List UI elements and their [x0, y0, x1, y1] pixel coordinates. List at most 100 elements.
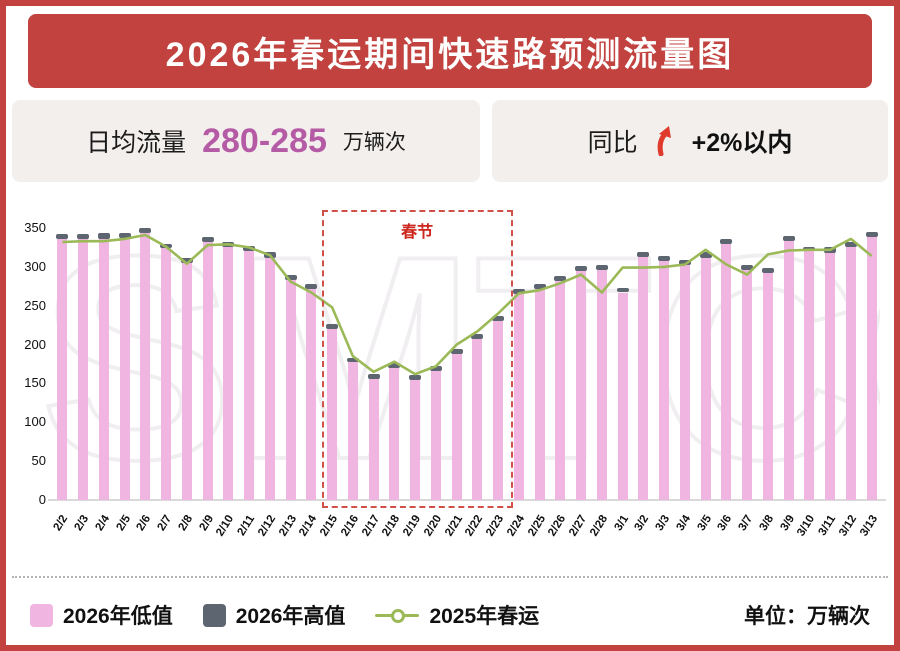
cap-2026-high-3/7	[741, 264, 754, 270]
cap-2026-high-2/18	[388, 363, 401, 368]
bar-2026-low-2/19	[410, 379, 421, 500]
bar-2026-low-2/23	[493, 321, 504, 500]
bar-2026-low-2/8	[181, 262, 192, 500]
cap-2026-high-3/9	[782, 235, 795, 242]
cap-2026-high-3/6	[720, 238, 733, 245]
bar-2026-low-2/26	[555, 280, 566, 500]
cap-2026-high-2/2	[56, 234, 69, 239]
bar-2026-low-3/12	[845, 247, 856, 500]
y-axis-tick-250: 250	[24, 297, 46, 313]
bar-2026-low-3/11	[825, 252, 836, 500]
cap-2026-high-3/4	[678, 259, 691, 266]
bar-2026-low-2/28	[596, 269, 607, 500]
bar-2026-low-3/2	[638, 256, 649, 500]
cap-2026-high-2/7	[160, 243, 173, 249]
y-axis-tick-150: 150	[24, 375, 46, 391]
y-axis-tick-300: 300	[24, 258, 46, 274]
cap-2026-high-3/13	[865, 231, 878, 237]
cap-2026-high-2/22	[471, 333, 484, 340]
cap-2026-high-2/13	[284, 275, 297, 281]
traffic-forecast-chart: SMTCC 0501001502002503003502/22/32/42/52…	[0, 183, 900, 568]
bar-2026-low-3/3	[659, 260, 670, 500]
cap-2026-high-2/25	[533, 283, 546, 290]
bar-2026-low-3/5	[700, 257, 711, 500]
legend: 2026年低值 2026年高值 2025年春运 单位：万辆次	[0, 592, 900, 638]
cap-2026-high-2/28	[595, 265, 608, 270]
cap-2026-high-2/27	[575, 266, 588, 271]
bar-2026-low-2/7	[161, 248, 172, 500]
daily-flow-value: 280-285	[202, 121, 327, 160]
bar-2026-low-3/1	[617, 292, 628, 500]
legend-item-2025-line: 2025年春运	[375, 600, 539, 630]
yoy-label: 同比	[587, 129, 638, 157]
y-axis-tick-50: 50	[31, 453, 46, 469]
cap-2026-high-3/2	[637, 252, 650, 257]
bar-2026-low-2/11	[244, 251, 255, 500]
cap-2026-high-3/8	[761, 268, 774, 274]
y-axis-tick-100: 100	[24, 414, 46, 430]
legend-divider	[12, 576, 888, 578]
cap-2026-high-2/11	[243, 245, 256, 252]
bar-2026-low-2/9	[202, 241, 213, 500]
bar-2026-low-2/6	[140, 232, 151, 500]
legend-line-marker-icon	[375, 609, 420, 623]
yoy-stat-box: 同比 +2%以内	[492, 100, 888, 182]
cap-2026-high-2/16	[346, 357, 359, 363]
bar-2026-low-2/2	[57, 238, 68, 500]
bar-2026-low-2/15	[327, 329, 338, 500]
cap-2026-high-3/3	[658, 255, 671, 261]
bar-2026-low-2/3	[78, 238, 89, 500]
legend-swatch-2026-low	[30, 603, 53, 627]
cap-2026-high-3/11	[824, 247, 837, 253]
bar-2026-low-2/25	[534, 289, 545, 500]
cap-2026-high-2/9	[201, 237, 214, 242]
legend-label-2026-low: 2026年低值	[63, 605, 173, 628]
legend-swatch-2026-high	[202, 603, 226, 627]
legend-label-2025-line: 2025年春运	[429, 605, 540, 628]
bar-2026-low-3/13	[866, 236, 877, 500]
bar-2026-low-2/13	[285, 280, 296, 500]
cap-2026-high-2/23	[492, 315, 505, 322]
bar-2026-low-2/17	[368, 378, 379, 500]
cap-2026-high-2/20	[429, 366, 442, 371]
yoy-value: +2%以内	[691, 129, 793, 157]
cap-2026-high-2/24	[512, 289, 525, 295]
bar-2026-low-2/27	[576, 270, 587, 500]
bar-2026-low-3/7	[742, 269, 753, 500]
cap-2026-high-2/26	[554, 276, 567, 281]
bar-2026-low-2/20	[430, 370, 441, 500]
bar-2026-low-2/5	[119, 238, 130, 500]
daily-flow-unit: 万辆次	[342, 131, 406, 154]
cap-2026-high-3/5	[699, 252, 712, 258]
bar-2026-low-2/10	[223, 247, 234, 500]
title-banner: 2026年春运期间快速路预测流量图	[28, 14, 872, 88]
cap-2026-high-2/3	[77, 234, 90, 239]
bar-2026-low-3/8	[762, 273, 773, 500]
bar-2026-low-2/18	[389, 367, 400, 500]
cap-2026-high-2/10	[222, 241, 235, 248]
bar-2026-low-2/14	[306, 289, 317, 500]
bar-2026-low-2/16	[347, 362, 358, 500]
y-axis-tick-350: 350	[24, 220, 46, 235]
cap-2026-high-2/15	[326, 323, 339, 330]
bar-2026-low-2/12	[264, 257, 275, 500]
cap-2026-high-2/12	[263, 252, 276, 258]
unit-note: 单位：万辆次	[744, 605, 870, 628]
daily-flow-stat-box: 日均流量 280-285 万辆次	[12, 100, 480, 182]
bar-2026-low-2/4	[98, 238, 109, 500]
cap-2026-high-2/6	[139, 228, 152, 233]
legend-label-2026-high: 2026年高值	[235, 605, 346, 628]
y-axis-tick-200: 200	[24, 336, 46, 352]
bar-2026-low-3/10	[804, 251, 815, 500]
cap-2026-high-2/17	[367, 374, 380, 379]
bar-2026-low-3/9	[783, 241, 794, 500]
bar-2026-low-2/21	[451, 353, 462, 500]
x-axis-line	[48, 499, 886, 501]
bar-2026-low-3/6	[721, 244, 732, 500]
cap-2026-high-3/12	[844, 241, 857, 248]
cap-2026-high-3/1	[616, 287, 629, 293]
cap-2026-high-2/8	[180, 258, 193, 263]
cap-2026-high-2/14	[305, 283, 318, 290]
up-arrow-icon	[654, 126, 676, 157]
page-title: 2026年春运期间快速路预测流量图	[165, 35, 735, 74]
